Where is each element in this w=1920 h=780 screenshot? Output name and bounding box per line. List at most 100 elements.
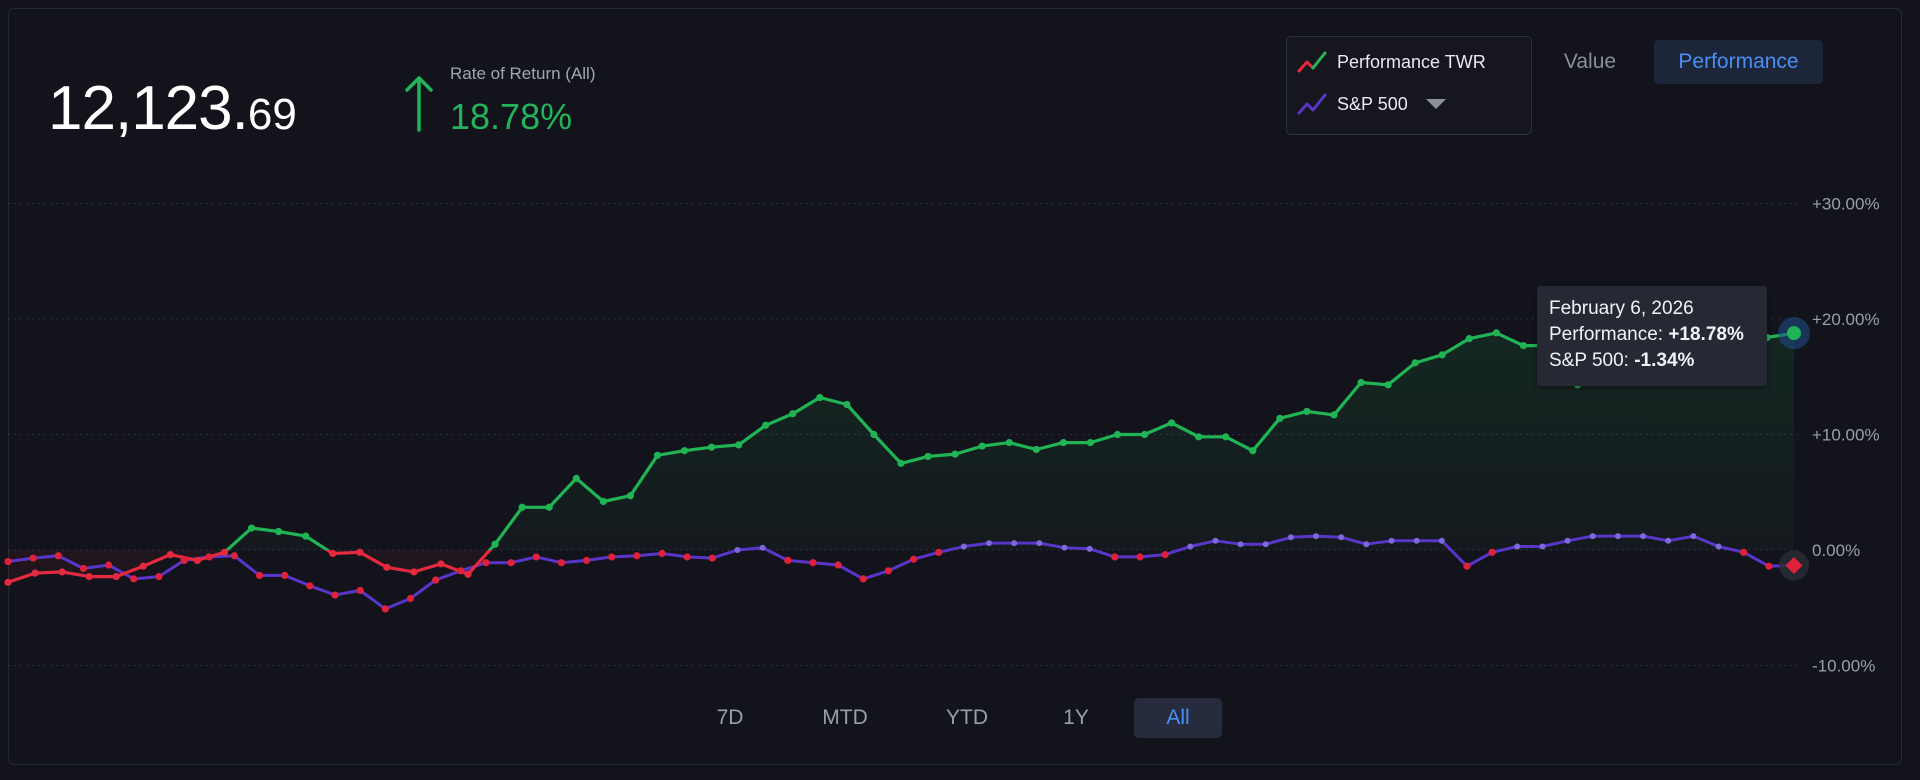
performance-point bbox=[58, 568, 66, 576]
sp500-point bbox=[331, 591, 339, 599]
chevron-down-icon[interactable] bbox=[1425, 99, 1446, 109]
sp500-point bbox=[708, 554, 716, 562]
chart-tooltip: February 6, 2026 Performance: +18.78% S&… bbox=[1537, 286, 1767, 386]
sp500-point bbox=[1665, 537, 1672, 544]
line-chart-icon bbox=[1297, 93, 1327, 115]
performance-point bbox=[572, 474, 580, 482]
performance-point bbox=[816, 393, 824, 402]
y-tick-label: +30.00% bbox=[1812, 195, 1880, 214]
performance-point bbox=[545, 503, 553, 511]
sp500-point bbox=[180, 556, 188, 564]
sp500-point bbox=[1262, 541, 1269, 548]
range-all-button[interactable]: All bbox=[1134, 698, 1222, 738]
sp500-point bbox=[1488, 548, 1496, 556]
performance-point bbox=[1140, 430, 1149, 439]
performance-point bbox=[1465, 335, 1473, 343]
performance-point bbox=[897, 459, 905, 467]
performance-point bbox=[735, 441, 743, 449]
performance-point bbox=[491, 540, 499, 548]
sp500-point bbox=[255, 571, 264, 580]
sp500-endpoint bbox=[1785, 556, 1803, 574]
sp500-point bbox=[1237, 541, 1244, 548]
y-tick-label: -10.00% bbox=[1812, 657, 1875, 676]
sp500-point bbox=[859, 575, 867, 583]
performance-point bbox=[599, 497, 607, 506]
sp500-point bbox=[230, 552, 238, 560]
sp500-point bbox=[759, 544, 766, 551]
y-tick-label: +20.00% bbox=[1812, 310, 1880, 329]
sp500-point bbox=[1463, 562, 1471, 570]
y-tick-label: +10.00% bbox=[1812, 426, 1880, 445]
range-7d-button[interactable]: 7D bbox=[716, 706, 744, 729]
y-tick-label: 0.00% bbox=[1812, 541, 1860, 560]
value-toggle-button[interactable]: Value bbox=[1563, 50, 1617, 73]
sp500-point bbox=[1187, 543, 1194, 550]
performance-point bbox=[1195, 433, 1203, 441]
sp500-point bbox=[1338, 534, 1345, 541]
sp500-point bbox=[1313, 533, 1320, 540]
sp500-point bbox=[130, 575, 138, 583]
sp500-point bbox=[1715, 543, 1722, 550]
performance-point bbox=[1032, 445, 1040, 454]
sp500-point bbox=[507, 559, 515, 567]
performance-area-negative bbox=[8, 550, 1794, 583]
performance-point bbox=[464, 570, 472, 578]
performance-point bbox=[220, 548, 229, 556]
sp500-point bbox=[1036, 540, 1043, 547]
performance-area-positive bbox=[8, 308, 1794, 550]
sp500-point bbox=[155, 572, 163, 581]
sp500-point bbox=[1438, 537, 1445, 544]
ror-label: Rate of Return (All) bbox=[450, 64, 596, 83]
sp500-point bbox=[809, 559, 817, 567]
range-mtd-button[interactable]: MTD bbox=[822, 706, 868, 729]
performance-point bbox=[1303, 407, 1311, 415]
sp500-point bbox=[1287, 534, 1294, 541]
performance-point bbox=[1330, 411, 1338, 419]
sp500-point bbox=[557, 559, 566, 567]
sp500-point bbox=[834, 561, 842, 569]
performance-point bbox=[1005, 438, 1013, 447]
performance-point bbox=[951, 450, 959, 458]
sp500-point bbox=[935, 548, 943, 556]
performance-point bbox=[166, 551, 174, 559]
performance-point bbox=[1086, 438, 1095, 447]
legend-item-performance[interactable]: Performance TWR bbox=[1297, 47, 1486, 77]
sp500-point bbox=[406, 594, 415, 603]
portfolio-balance: 12,123.69 bbox=[48, 74, 297, 143]
sp500-point bbox=[1740, 548, 1748, 556]
sp500-point bbox=[1514, 543, 1521, 550]
sp500-point bbox=[986, 540, 993, 547]
performance-point bbox=[518, 503, 526, 511]
performance-point bbox=[193, 556, 202, 564]
sp500-point bbox=[608, 553, 616, 561]
sp500-point bbox=[1061, 544, 1068, 551]
sp500-point bbox=[1413, 537, 1420, 544]
sp500-point bbox=[1086, 545, 1093, 552]
performance-point bbox=[1492, 329, 1500, 337]
sp500-point bbox=[1388, 537, 1395, 544]
sp500-point bbox=[432, 576, 440, 584]
sp500-point bbox=[457, 567, 465, 575]
performance-point bbox=[1357, 378, 1365, 387]
performance-endpoint bbox=[1787, 326, 1801, 341]
performance-toggle-button[interactable]: Performance bbox=[1654, 40, 1823, 84]
line-chart-icon bbox=[1297, 51, 1327, 73]
performance-point bbox=[843, 400, 851, 409]
performance-point bbox=[410, 568, 418, 576]
sp500-point bbox=[1765, 562, 1773, 570]
performance-point bbox=[247, 524, 256, 532]
performance-point bbox=[31, 569, 39, 577]
range-1y-button[interactable]: 1Y bbox=[1063, 706, 1089, 729]
performance-point bbox=[762, 421, 770, 429]
performance-point bbox=[707, 443, 716, 451]
performance-point bbox=[1222, 433, 1230, 441]
range-ytd-button[interactable]: YTD bbox=[946, 706, 988, 729]
sp500-point bbox=[884, 567, 893, 575]
legend-item-sp500[interactable]: S&P 500 bbox=[1297, 89, 1446, 119]
sp500-point bbox=[1161, 551, 1169, 559]
sp500-point bbox=[784, 556, 792, 564]
sp500-point bbox=[633, 552, 641, 560]
performance-point bbox=[356, 548, 364, 556]
sp500-point bbox=[105, 561, 113, 569]
